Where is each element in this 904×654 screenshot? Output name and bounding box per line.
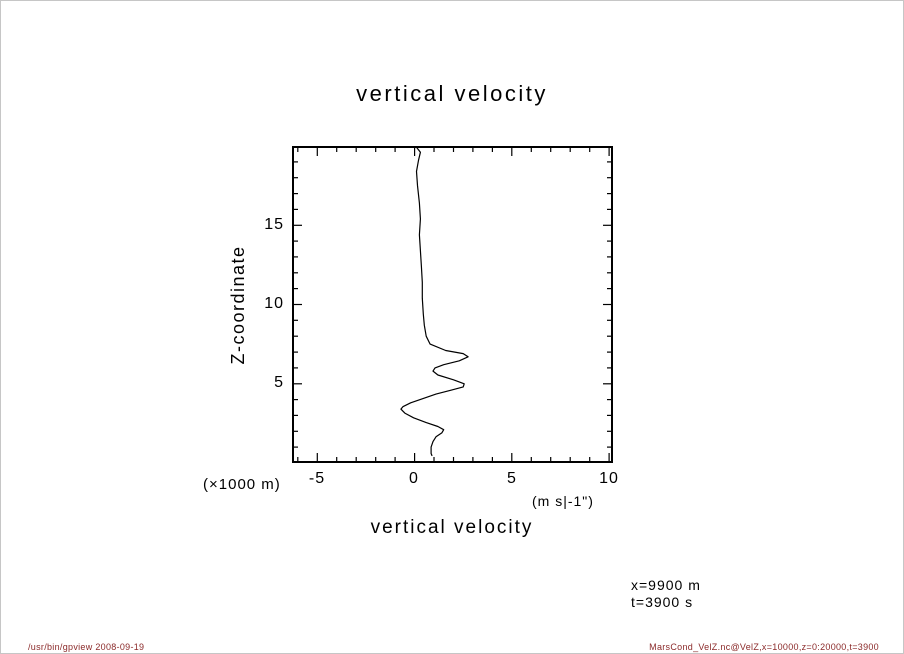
x-axis-title: vertical velocity bbox=[370, 517, 534, 538]
y-tick-label-5: 5 bbox=[274, 374, 284, 391]
y-tick-label-15: 15 bbox=[264, 216, 284, 233]
footer-command: /usr/bin/gpview 2008-09-19 bbox=[28, 642, 145, 652]
x-tick-label-10: 10 bbox=[599, 470, 619, 487]
annotation: x=9900 m t=3900 s bbox=[631, 577, 701, 611]
x-tick-label-neg5: -5 bbox=[308, 470, 326, 487]
plot-frame bbox=[292, 146, 613, 463]
x-axis-unit: (m s|-1") bbox=[532, 493, 594, 509]
velocity-curve bbox=[400, 146, 469, 457]
y-tick-label-10: 10 bbox=[264, 295, 284, 312]
plot-area bbox=[292, 146, 613, 463]
y-axis-label: Z-coordinate bbox=[228, 245, 248, 365]
chart-title: vertical velocity bbox=[356, 81, 548, 106]
x-tick-label-0: 0 bbox=[409, 470, 419, 487]
y-axis-unit: (×1000 m) bbox=[203, 476, 281, 493]
x-tick-label-5: 5 bbox=[507, 470, 517, 487]
annotation-x: x=9900 m bbox=[631, 577, 701, 593]
footer-dataset: MarsCond_VelZ.nc@VelZ,x=10000,z=0:20000,… bbox=[649, 642, 879, 652]
annotation-t: t=3900 s bbox=[631, 594, 694, 610]
